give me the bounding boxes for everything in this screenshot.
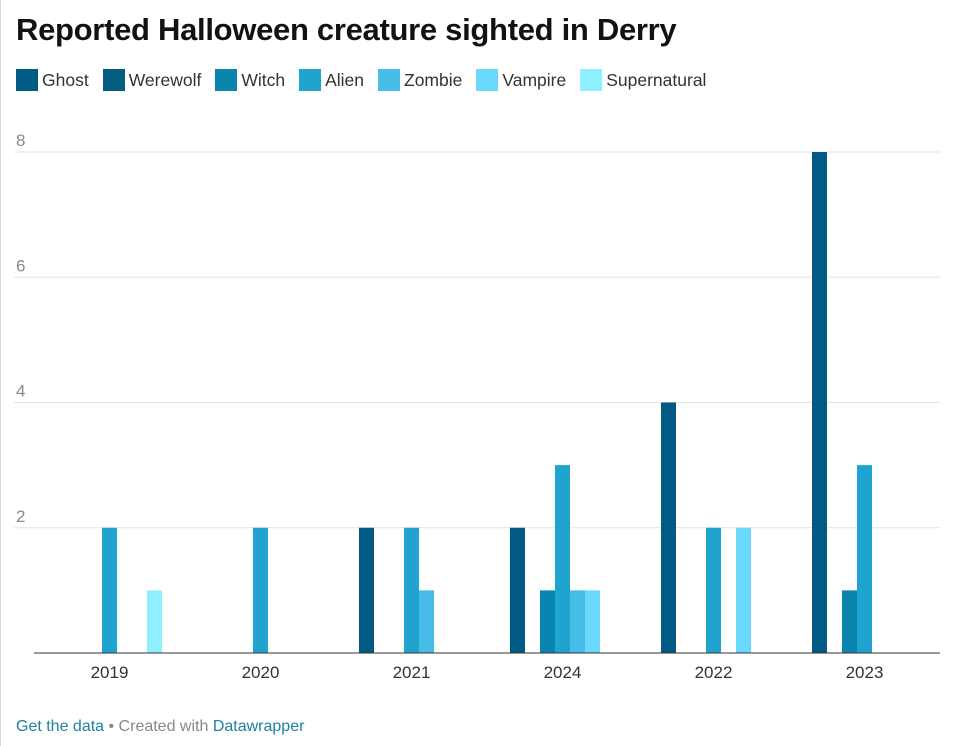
legend-item-alien: Alien (299, 69, 364, 91)
x-tick-label: 2023 (846, 663, 884, 682)
bar-witch-2024 (540, 590, 555, 653)
bar-supernatural-2019 (147, 590, 162, 653)
legend-label: Witch (241, 69, 286, 90)
bar-ghost-2021 (359, 527, 374, 653)
legend-swatch (580, 69, 603, 91)
legend-label: Supernatural (606, 69, 707, 90)
legend-label: Zombie (404, 69, 463, 90)
legend: Ghost Werewolf Witch Alien Zombie Vampire Supe… (16, 68, 720, 92)
y-tick-label: 2 (16, 507, 25, 526)
footer: Get the data • Created with Datawrapper (16, 718, 304, 736)
footer-separator: • Created with (104, 718, 213, 735)
bar-alien-2019 (102, 527, 117, 653)
legend-item-zombie: Zombie (378, 69, 462, 91)
legend-label: Werewolf (128, 69, 202, 90)
bar-chart: 2 4 6 8 2019 2020 2021 2024 2022 2023 (14, 131, 940, 682)
x-tick-label: 2022 (695, 663, 733, 682)
bar-witch-2023 (842, 590, 857, 653)
bar-alien-2021 (404, 527, 419, 653)
bar-vampire-2024 (585, 590, 600, 653)
legend-label: Alien (325, 69, 364, 90)
bar-zombie-2021 (419, 590, 434, 653)
legend-swatch (16, 69, 38, 91)
y-tick-label: 4 (16, 382, 25, 401)
legend-swatch (378, 69, 400, 91)
x-tick-label: 2019 (91, 663, 129, 682)
left-border (0, 0, 1, 746)
chart-title: Reported Halloween creature sighted in D… (16, 12, 677, 47)
datawrapper-link[interactable]: Datawrapper (212, 718, 305, 735)
bar-ghost-2024 (510, 527, 525, 653)
x-tick-label: 2024 (544, 663, 582, 682)
bar-alien-2022 (706, 527, 721, 653)
legend-swatch (102, 69, 125, 91)
get-the-data-link[interactable]: Get the data (16, 718, 105, 735)
legend-item-vampire: Vampire (476, 69, 566, 91)
legend-item-witch: Witch (215, 69, 285, 91)
legend-item-supernatural: Supernatural (580, 69, 706, 91)
bar-alien-2023 (857, 465, 872, 653)
y-tick-label: 8 (16, 131, 25, 150)
bar-alien-2020 (253, 527, 268, 653)
legend-swatch (215, 69, 238, 91)
legend-item-werewolf: Werewolf (102, 69, 202, 91)
legend-label: Vampire (502, 69, 567, 90)
x-tick-label: 2021 (393, 663, 431, 682)
bar-zombie-2024 (570, 590, 585, 653)
bar-vampire-2022 (736, 527, 751, 653)
bar-ghost-2023 (812, 152, 827, 653)
y-tick-label: 6 (16, 256, 25, 275)
bar-alien-2024 (555, 465, 570, 653)
legend-swatch (299, 69, 322, 91)
legend-swatch (476, 69, 499, 91)
bar-ghost-2022 (661, 402, 676, 653)
legend-label: Ghost (42, 69, 89, 90)
x-tick-label: 2020 (242, 663, 280, 682)
legend-item-ghost: Ghost (16, 69, 89, 91)
